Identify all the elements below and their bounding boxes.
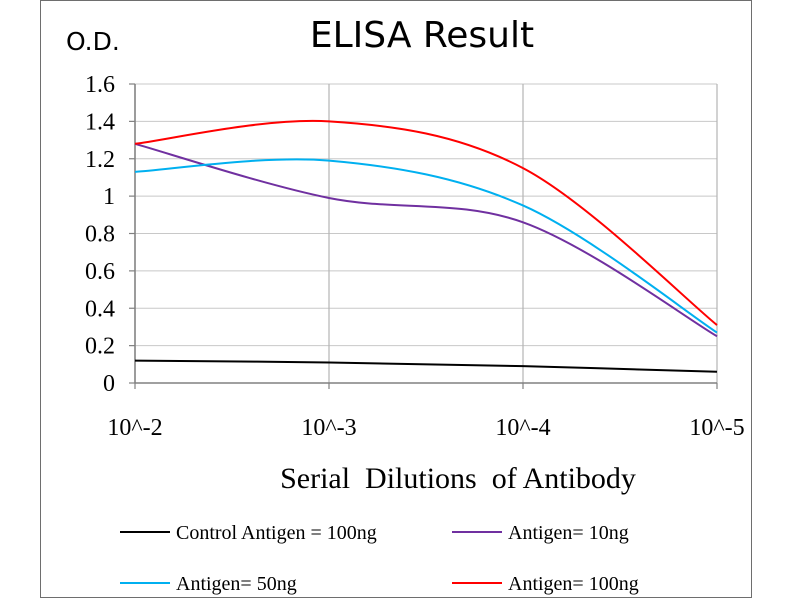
y-tick-label: 0.8: [85, 222, 115, 248]
y-tick-label: 1.6: [85, 72, 115, 98]
x-tick-label: 10^-2: [107, 415, 162, 441]
legend-label: Antigen= 10ng: [508, 522, 629, 544]
series-lines: [134, 119, 718, 373]
chart-title: ELISA Result: [310, 15, 534, 56]
series-line-1: [134, 359, 718, 373]
x-tick-label: 10^-5: [689, 415, 744, 441]
y-tick-label: 1: [103, 184, 115, 210]
y-tick-label: 0.2: [85, 334, 115, 360]
x-tick-label: 10^-3: [301, 415, 356, 441]
legend-label: Control Antigen = 100ng: [176, 522, 377, 544]
y-axis-label: O.D.: [66, 27, 120, 56]
legend-label: Antigen= 50ng: [176, 573, 297, 595]
series-line-3: [134, 158, 718, 334]
x-tick-labels: 10^-2 10^-3 10^-4 10^-5: [107, 415, 744, 441]
y-tick-label: 0.6: [85, 259, 115, 285]
y-tick-label: 1.4: [85, 109, 115, 135]
y-tick-label: 0.4: [85, 296, 115, 322]
legend: Control Antigen = 100ng Antigen= 10ng Anti…: [120, 522, 639, 595]
series-line-2: [134, 142, 718, 338]
chart-frame: [40, 0, 752, 598]
y-tick-label: 0: [103, 371, 115, 397]
y-tick-label: 1.2: [85, 147, 115, 173]
axes: [129, 83, 718, 389]
x-axis-label: Serial Dilutions of Antibody: [280, 462, 636, 495]
legend-label: Antigen= 100ng: [508, 573, 639, 595]
y-tick-labels: 0 0.2 0.4 0.6 0.8 1 1.2 1.4 1.6: [85, 72, 115, 397]
x-tick-label: 10^-4: [495, 415, 550, 441]
series-line-4: [134, 119, 718, 326]
